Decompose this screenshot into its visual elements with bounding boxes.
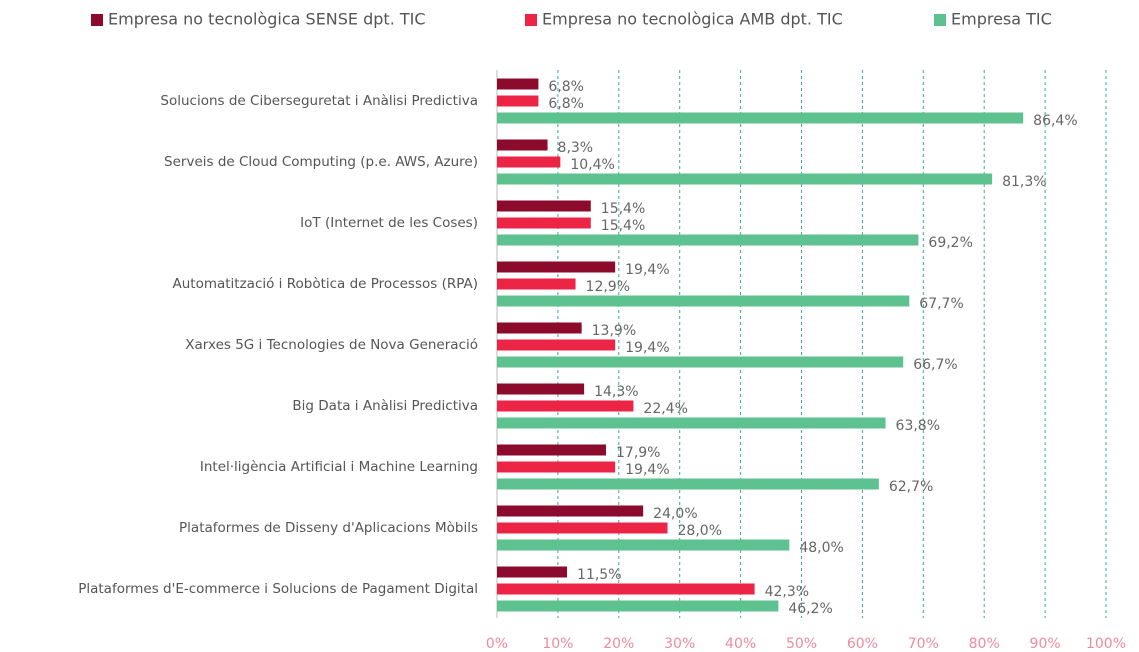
data-label: 69,2%: [928, 235, 972, 251]
bar: [497, 583, 755, 595]
bar: [497, 139, 548, 151]
x-tick-label: 40%: [725, 636, 756, 652]
bar: [497, 478, 879, 490]
legend-swatch: [525, 14, 537, 26]
bar: [497, 461, 616, 473]
bar: [497, 505, 644, 517]
data-label: 46,2%: [788, 601, 832, 617]
data-label: 10,4%: [570, 157, 614, 173]
bar: [497, 200, 591, 212]
x-tick-label: 20%: [603, 636, 634, 652]
bar: [497, 278, 576, 290]
bar: [497, 322, 582, 334]
data-label: 17,9%: [616, 445, 660, 461]
category-label: Xarxes 5G i Tecnologies de Nova Generaci…: [185, 337, 478, 353]
category-label: Automatització i Robòtica de Processos (…: [172, 276, 478, 292]
bar: [497, 112, 1024, 124]
data-label: 6,8%: [548, 96, 584, 112]
data-label: 42,3%: [765, 584, 809, 600]
data-label: 22,4%: [643, 401, 687, 417]
data-label: 14,3%: [594, 384, 638, 400]
data-label: 81,3%: [1002, 174, 1046, 190]
category-label: IoT (Internet de les Coses): [300, 215, 478, 231]
legend-swatch: [91, 14, 103, 26]
bar: [497, 383, 585, 395]
data-label: 11,5%: [577, 567, 621, 583]
x-tick-label: 30%: [664, 636, 695, 652]
legend-label: Empresa TIC: [951, 10, 1052, 29]
bar: [497, 156, 561, 168]
x-tick-label: 80%: [969, 636, 1000, 652]
data-label: 15,4%: [601, 218, 645, 234]
category-label: Serveis de Cloud Computing (p.e. AWS, Az…: [164, 154, 478, 170]
bar: [497, 356, 904, 368]
bar: [497, 173, 993, 185]
legend-label: Empresa no tecnològica AMB dpt. TIC: [542, 10, 843, 29]
data-label: 28,0%: [678, 523, 722, 539]
bar: [497, 400, 634, 412]
bar: [497, 95, 539, 107]
data-label: 62,7%: [889, 479, 933, 495]
data-label: 48,0%: [799, 540, 843, 556]
data-label: 67,7%: [919, 296, 963, 312]
category-label: Solucions de Ciberseguretat i Anàlisi Pr…: [160, 93, 478, 109]
x-tick-label: 70%: [908, 636, 939, 652]
bar: [497, 539, 790, 551]
legend-swatch: [934, 14, 946, 26]
data-label: 19,4%: [625, 262, 669, 278]
bar: [497, 444, 607, 456]
data-label: 19,4%: [625, 340, 669, 356]
data-label: 8,3%: [558, 140, 594, 156]
bar: [497, 522, 668, 534]
bar: [497, 339, 616, 351]
data-label: 24,0%: [653, 506, 697, 522]
bar: [497, 417, 886, 429]
data-label: 15,4%: [601, 201, 645, 217]
data-label: 66,7%: [913, 357, 957, 373]
data-label: 19,4%: [625, 462, 669, 478]
category-label: Big Data i Anàlisi Predictiva: [292, 398, 478, 414]
bar: [497, 600, 779, 612]
x-tick-label: 10%: [542, 636, 573, 652]
bar: [497, 217, 591, 229]
data-label: 6,8%: [548, 79, 584, 95]
data-label: 12,9%: [586, 279, 630, 295]
category-label: Intel·ligència Artificial i Machine Lear…: [200, 459, 478, 475]
x-tick-label: 50%: [786, 636, 817, 652]
x-tick-label: 0%: [486, 636, 508, 652]
category-label: Plataformes de Disseny d'Aplicacions Mòb…: [179, 520, 478, 536]
bar: [497, 78, 539, 90]
bar: [497, 295, 910, 307]
x-tick-label: 90%: [1030, 636, 1061, 652]
x-tick-label: 100%: [1086, 636, 1126, 652]
bar: [497, 261, 616, 273]
data-label: 63,8%: [896, 418, 940, 434]
bar: [497, 234, 919, 246]
legend-label: Empresa no tecnològica SENSE dpt. TIC: [108, 10, 426, 29]
bar: [497, 566, 568, 578]
data-label: 86,4%: [1033, 113, 1077, 129]
category-label: Plataformes d'E-commerce i Solucions de …: [78, 581, 478, 597]
data-label: 13,9%: [592, 323, 636, 339]
x-tick-label: 60%: [847, 636, 878, 652]
